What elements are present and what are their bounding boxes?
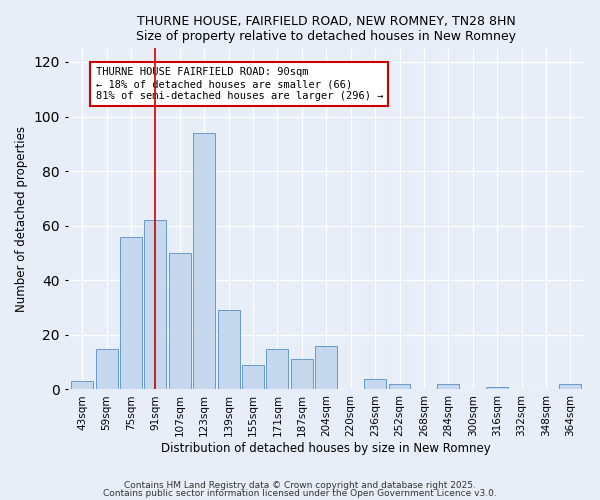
- Bar: [486, 386, 508, 390]
- Bar: [389, 384, 410, 390]
- Bar: [95, 348, 118, 390]
- Text: Contains public sector information licensed under the Open Government Licence v3: Contains public sector information licen…: [103, 489, 497, 498]
- Bar: [437, 384, 460, 390]
- X-axis label: Distribution of detached houses by size in New Romney: Distribution of detached houses by size …: [161, 442, 491, 455]
- Title: THURNE HOUSE, FAIRFIELD ROAD, NEW ROMNEY, TN28 8HN
Size of property relative to : THURNE HOUSE, FAIRFIELD ROAD, NEW ROMNEY…: [136, 15, 516, 43]
- Bar: [193, 133, 215, 390]
- Bar: [120, 236, 142, 390]
- Bar: [559, 384, 581, 390]
- Bar: [242, 365, 264, 390]
- Bar: [145, 220, 166, 390]
- Bar: [169, 253, 191, 390]
- Text: Contains HM Land Registry data © Crown copyright and database right 2025.: Contains HM Land Registry data © Crown c…: [124, 480, 476, 490]
- Bar: [291, 360, 313, 390]
- Bar: [71, 382, 93, 390]
- Text: THURNE HOUSE FAIRFIELD ROAD: 90sqm
← 18% of detached houses are smaller (66)
81%: THURNE HOUSE FAIRFIELD ROAD: 90sqm ← 18%…: [95, 68, 383, 100]
- Y-axis label: Number of detached properties: Number of detached properties: [15, 126, 28, 312]
- Bar: [218, 310, 239, 390]
- Bar: [364, 378, 386, 390]
- Bar: [316, 346, 337, 390]
- Bar: [266, 348, 289, 390]
